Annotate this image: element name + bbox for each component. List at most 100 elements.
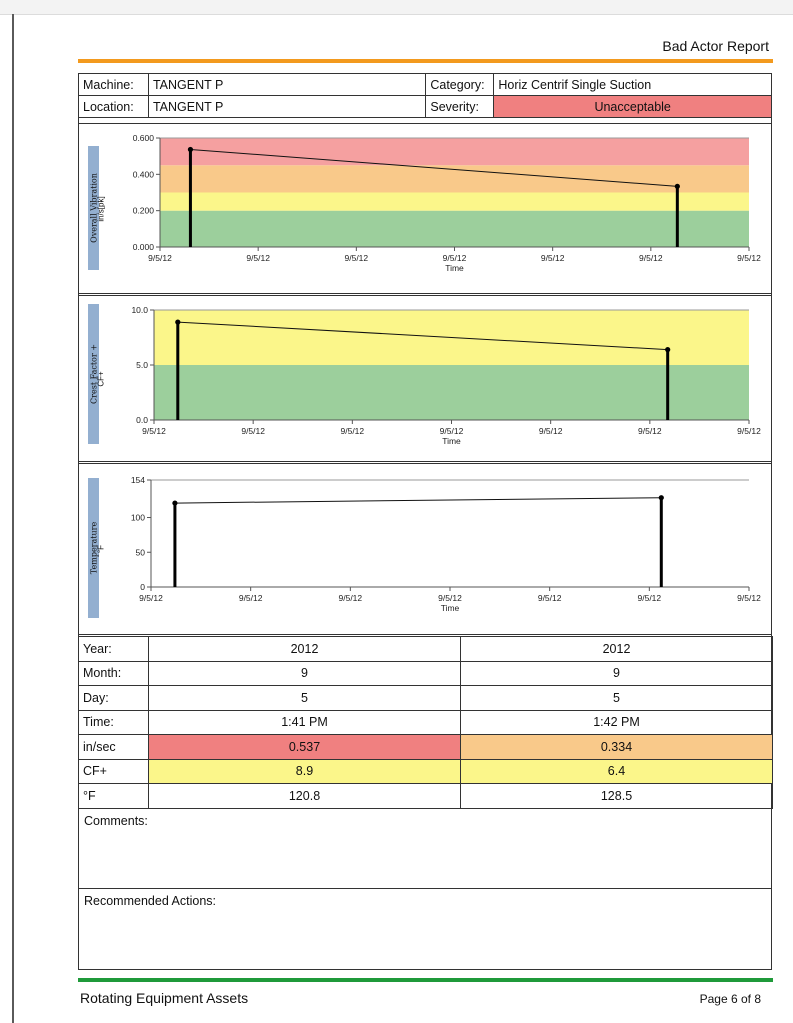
reading-cell: 9 bbox=[460, 660, 773, 686]
page-number: Page 6 of 8 bbox=[699, 992, 761, 1006]
vibration-axis-tab: Overall Vibration bbox=[88, 146, 99, 270]
table-row: °F 120.8 128.5 bbox=[78, 783, 773, 809]
trend-line bbox=[174, 497, 662, 504]
x-tick-label: 9/5/12 bbox=[345, 253, 369, 263]
y-tick-label: 0 bbox=[140, 582, 145, 592]
reading-cell: 1:41 PM bbox=[148, 709, 461, 735]
x-tick-label: 9/5/12 bbox=[638, 426, 662, 436]
severity-label: Severity: bbox=[425, 95, 495, 118]
severity-value: Unacceptable bbox=[493, 95, 772, 118]
reading-cell: 128.5 bbox=[460, 783, 773, 809]
row-label: Year: bbox=[78, 636, 149, 662]
y-tick-label: 0.0 bbox=[136, 415, 148, 425]
table-row: Day: 5 5 bbox=[78, 685, 773, 711]
reading-cell: 5 bbox=[460, 685, 773, 711]
x-tick-label: 9/5/12 bbox=[142, 426, 166, 436]
row-label: Month: bbox=[78, 660, 149, 686]
x-tick-label: 9/5/12 bbox=[239, 593, 263, 603]
data-point bbox=[658, 495, 664, 501]
category-value: Horiz Centrif Single Suction bbox=[493, 73, 772, 96]
reading-cell: 1:42 PM bbox=[460, 709, 773, 735]
table-row: Year: 2012 2012 bbox=[78, 636, 773, 662]
y-tick-label: 100 bbox=[131, 513, 145, 523]
x-axis-title: Time bbox=[442, 436, 461, 446]
comments-box: Comments: bbox=[78, 808, 772, 889]
threshold-band bbox=[154, 365, 749, 420]
recommended-actions-label: Recommended Actions: bbox=[84, 894, 217, 908]
x-tick-label: 9/5/12 bbox=[341, 426, 365, 436]
readings-table: Year: 2012 2012 Month: 9 9 Day: 5 5 Time: 1:41 PM 1… bbox=[78, 636, 773, 809]
reading-cell: 0.537 bbox=[148, 734, 461, 760]
x-tick-label: 9/5/12 bbox=[246, 253, 270, 263]
reading-cell: 2012 bbox=[148, 636, 461, 662]
data-point bbox=[175, 319, 181, 325]
reading-cell: 9 bbox=[148, 660, 461, 686]
viewer-left-border bbox=[12, 14, 14, 1023]
y-tick-label: 0.200 bbox=[133, 206, 155, 216]
table-row: in/sec 0.537 0.334 bbox=[78, 734, 773, 760]
x-tick-label: 9/5/12 bbox=[541, 253, 565, 263]
temperature-chart: 0 50 100 154 9/5/12 9/5/12 9/5/12 9/5/12 9/5/12 9… bbox=[131, 475, 761, 613]
reading-cell: 0.334 bbox=[460, 734, 773, 760]
x-tick-label: 9/5/12 bbox=[438, 593, 462, 603]
y-tick-label: 50 bbox=[136, 547, 146, 557]
data-point bbox=[674, 183, 680, 189]
footer-company: Rotating Equipment Assets bbox=[80, 990, 249, 1006]
y-tick-label: 0.600 bbox=[133, 133, 155, 143]
x-axis-title: Time bbox=[441, 603, 460, 613]
x-tick-label: 9/5/12 bbox=[737, 253, 761, 263]
location-value: TANGENT P bbox=[147, 95, 427, 118]
x-tick-label: 9/5/12 bbox=[241, 426, 265, 436]
y-tick-label: 0.400 bbox=[133, 169, 155, 179]
crest-factor-axis-tab: Crest Factor + bbox=[88, 304, 99, 444]
x-tick-label: 9/5/12 bbox=[737, 593, 761, 603]
x-tick-label: 9/5/12 bbox=[638, 593, 662, 603]
reading-cell: 5 bbox=[148, 685, 461, 711]
footer-rule bbox=[78, 978, 773, 982]
table-row: Month: 9 9 bbox=[78, 660, 773, 686]
reading-cell: 6.4 bbox=[460, 758, 773, 784]
comments-label: Comments: bbox=[84, 814, 148, 828]
data-point bbox=[187, 146, 194, 153]
row-label: Day: bbox=[78, 685, 149, 711]
x-tick-label: 9/5/12 bbox=[148, 253, 172, 263]
threshold-band bbox=[160, 192, 749, 211]
category-label: Category: bbox=[425, 73, 495, 96]
x-tick-label: 9/5/12 bbox=[339, 593, 363, 603]
data-point bbox=[665, 347, 671, 353]
reading-cell: 120.8 bbox=[148, 783, 461, 809]
y-tick-label: 5.0 bbox=[136, 360, 148, 370]
row-label: Time: bbox=[78, 709, 149, 735]
table-row: Time: 1:41 PM 1:42 PM bbox=[78, 709, 773, 735]
row-label: °F bbox=[78, 783, 149, 809]
crest-factor-chart-panel: Crest Factor + CF+ 0.0 5.0 10.0 9/5/12 9/5/1… bbox=[78, 295, 772, 462]
reading-cell: 8.9 bbox=[148, 758, 461, 784]
viewer-top-edge bbox=[0, 0, 793, 15]
machine-label: Machine: bbox=[78, 73, 149, 96]
x-tick-label: 9/5/12 bbox=[443, 253, 467, 263]
temperature-axis-tab: Temperature bbox=[88, 478, 99, 618]
x-tick-label: 9/5/12 bbox=[440, 426, 464, 436]
x-tick-label: 9/5/12 bbox=[139, 593, 163, 603]
y-tick-label: 10.0 bbox=[131, 305, 148, 315]
row-label: CF+ bbox=[78, 758, 149, 784]
x-tick-label: 9/5/12 bbox=[538, 593, 562, 603]
row-label: in/sec bbox=[78, 734, 149, 760]
reading-cell: 2012 bbox=[460, 636, 773, 662]
threshold-band bbox=[160, 210, 749, 247]
table-row: CF+ 8.9 6.4 bbox=[78, 758, 773, 784]
location-label: Location: bbox=[78, 95, 149, 118]
y-tick-label: 154 bbox=[131, 475, 145, 485]
data-point bbox=[172, 500, 178, 506]
vibration-chart-panel: Overall Vibration in/s[pk] 0.000 0.200 0.4… bbox=[78, 123, 772, 294]
trend-line bbox=[190, 148, 678, 187]
header-rule bbox=[78, 59, 773, 63]
machine-value: TANGENT P bbox=[147, 73, 427, 96]
threshold-band bbox=[160, 138, 749, 166]
temperature-chart-panel: Temperature °F 0 50 100 154 9/5/12 9/5/12 9/5/… bbox=[78, 463, 772, 635]
report-title: Bad Actor Report bbox=[662, 38, 769, 54]
crest-factor-chart: 0.0 5.0 10.0 9/5/12 9/5/12 9/5/12 9/5/12 9/5/12… bbox=[131, 305, 761, 446]
recommended-actions-box: Recommended Actions: bbox=[78, 888, 772, 970]
vibration-chart: 0.000 0.200 0.400 0.600 9/5/12 9/5/12 9/5/12 9/… bbox=[133, 133, 761, 273]
x-tick-label: 9/5/12 bbox=[639, 253, 663, 263]
